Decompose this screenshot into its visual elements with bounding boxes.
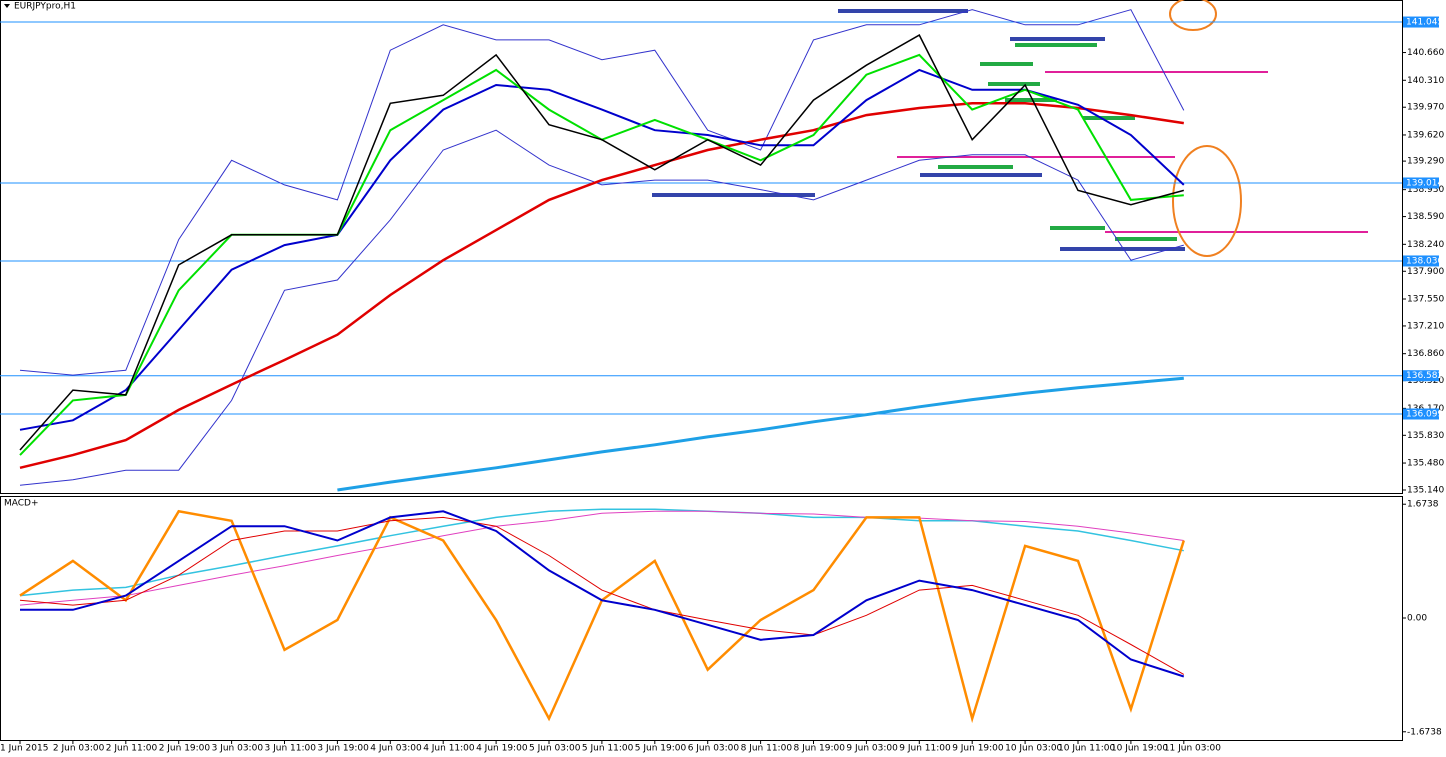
x-tick-label: 5 Jun 11:00 bbox=[582, 744, 634, 754]
series-line bbox=[19, 68, 1185, 431]
x-tick-label: 5 Jun 19:00 bbox=[635, 744, 687, 754]
x-tick-label: 2 Jun 03:00 bbox=[53, 744, 105, 754]
x-tick-label: 9 Jun 11:00 bbox=[899, 744, 951, 754]
series-line bbox=[19, 9, 1185, 376]
level-box bbox=[1403, 177, 1439, 189]
x-tick-label: 2 Jun 19:00 bbox=[159, 744, 211, 754]
y-tick-label: 140.310 bbox=[1407, 76, 1444, 86]
x-tick-label: 3 Jun 11:00 bbox=[265, 744, 317, 754]
series-line bbox=[337, 376, 1184, 492]
series-line bbox=[19, 34, 1184, 451]
level-box bbox=[1403, 255, 1439, 267]
x-tick-label: 4 Jun 11:00 bbox=[423, 744, 475, 754]
level-box bbox=[1403, 370, 1439, 382]
y-tick-label: 138.240 bbox=[1407, 240, 1444, 250]
y-tick-label: 137.900 bbox=[1407, 267, 1444, 277]
y-tick-label: 137.210 bbox=[1407, 321, 1444, 331]
series-line bbox=[19, 129, 1184, 486]
main-panel bbox=[0, 0, 1403, 494]
y-tick-label: 138.930 bbox=[1407, 185, 1444, 195]
y-tick-label: 136.860 bbox=[1407, 349, 1444, 359]
x-tick-label: 3 Jun 03:00 bbox=[212, 744, 264, 754]
y-tick-label: 138.590 bbox=[1407, 212, 1444, 222]
x-tick-label: 10 Jun 11:00 bbox=[1058, 744, 1115, 754]
level-label: 136.582 bbox=[1406, 371, 1443, 381]
level-box bbox=[1403, 16, 1439, 28]
x-tick-label: 9 Jun 03:00 bbox=[846, 744, 898, 754]
y-tick-label: 140.660 bbox=[1407, 48, 1444, 58]
x-tick-label: 11 Jun 03:00 bbox=[1164, 744, 1221, 754]
y-tick-label: 1.6738 bbox=[1407, 500, 1439, 510]
y-tick-label: 135.480 bbox=[1407, 459, 1444, 469]
x-tick-label: 10 Jun 19:00 bbox=[1111, 744, 1168, 754]
level-label: 136.099 bbox=[1406, 409, 1443, 419]
x-tick-label: 2 Jun 11:00 bbox=[106, 744, 158, 754]
x-tick-label: 4 Jun 03:00 bbox=[370, 744, 422, 754]
x-tick-label: 3 Jun 19:00 bbox=[317, 744, 369, 754]
series-line bbox=[20, 510, 1185, 678]
x-tick-label: 8 Jun 11:00 bbox=[741, 744, 793, 754]
annotation-ellipse bbox=[1169, 0, 1217, 31]
level-label: 138.030 bbox=[1406, 256, 1443, 266]
x-tick-label: 1 Jun 2015 bbox=[0, 744, 48, 754]
dropdown-arrow bbox=[4, 4, 10, 8]
x-tick-label: 6 Jun 03:00 bbox=[688, 744, 740, 754]
x-tick-label: 4 Jun 19:00 bbox=[476, 744, 528, 754]
series-line bbox=[19, 508, 1184, 597]
y-tick-label: 135.140 bbox=[1407, 485, 1444, 495]
series-line bbox=[19, 510, 1184, 606]
level-label: 139.014 bbox=[1406, 178, 1443, 188]
x-tick-label: 9 Jun 19:00 bbox=[952, 744, 1004, 754]
y-tick-label: 0.00 bbox=[1407, 614, 1427, 624]
y-tick-label: 139.970 bbox=[1407, 103, 1444, 113]
y-tick-label: -1.6738 bbox=[1407, 727, 1442, 737]
y-tick-label: 137.550 bbox=[1407, 295, 1444, 305]
annotation-ellipse bbox=[1172, 145, 1242, 257]
y-tick-label: 139.290 bbox=[1407, 157, 1444, 167]
macd-title: MACD+ bbox=[4, 499, 39, 509]
x-tick-label: 5 Jun 03:00 bbox=[529, 744, 581, 754]
level-box bbox=[1403, 408, 1439, 420]
series-line bbox=[19, 516, 1185, 675]
x-tick-label: 10 Jun 03:00 bbox=[1005, 744, 1062, 754]
chart-title: EURJPYpro,H1 bbox=[14, 2, 76, 12]
y-tick-label: 135.830 bbox=[1407, 431, 1444, 441]
series-line bbox=[19, 509, 1185, 724]
level-label: 141.045 bbox=[1406, 18, 1443, 28]
x-tick-label: 8 Jun 19:00 bbox=[794, 744, 846, 754]
annotations bbox=[652, 0, 1368, 257]
y-tick-label: 139.620 bbox=[1407, 130, 1444, 140]
